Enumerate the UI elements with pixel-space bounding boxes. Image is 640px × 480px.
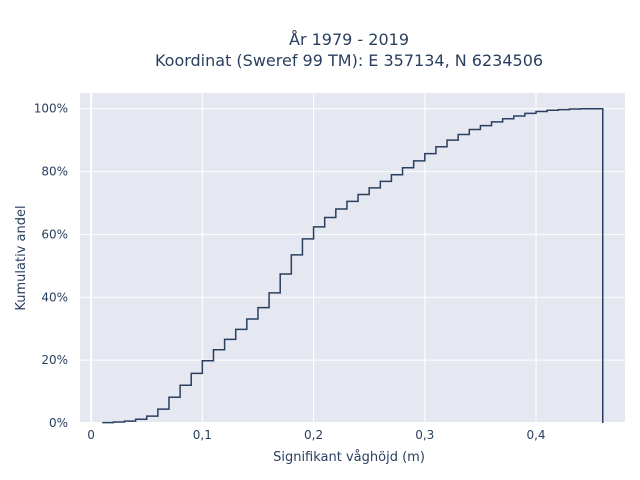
zero-lines — [80, 93, 625, 424]
y-tick-label: 40% — [41, 290, 68, 304]
x-tick-labels: 0 0,1 0,2 0,3 0,4 — [87, 428, 545, 442]
gridlines — [80, 93, 625, 423]
y-tick-labels: 0% 20% 40% 60% 80% 100% — [34, 102, 68, 430]
x-axis-title: Signifikant våghöjd (m) — [273, 450, 425, 465]
plot-background — [80, 93, 625, 423]
y-tick-label: 80% — [41, 165, 68, 179]
series-line — [102, 107, 604, 424]
y-tick-label: 100% — [34, 102, 68, 116]
chart-title-line1: År 1979 - 2019 — [289, 30, 409, 49]
chart-title-line2: Koordinat (Sweref 99 TM): E 357134, N 62… — [155, 51, 543, 70]
y-tick-label: 0% — [49, 416, 68, 430]
y-tick-label: 60% — [41, 227, 68, 241]
y-axis-title: Kumulativ andel — [14, 205, 29, 310]
x-tick-label: 0,2 — [304, 428, 323, 442]
x-tick-label: 0,4 — [526, 428, 545, 442]
x-tick-label: 0,3 — [415, 428, 434, 442]
y-tick-label: 20% — [41, 353, 68, 367]
x-tick-label: 0 — [87, 428, 95, 442]
x-tick-label: 0,1 — [193, 428, 212, 442]
